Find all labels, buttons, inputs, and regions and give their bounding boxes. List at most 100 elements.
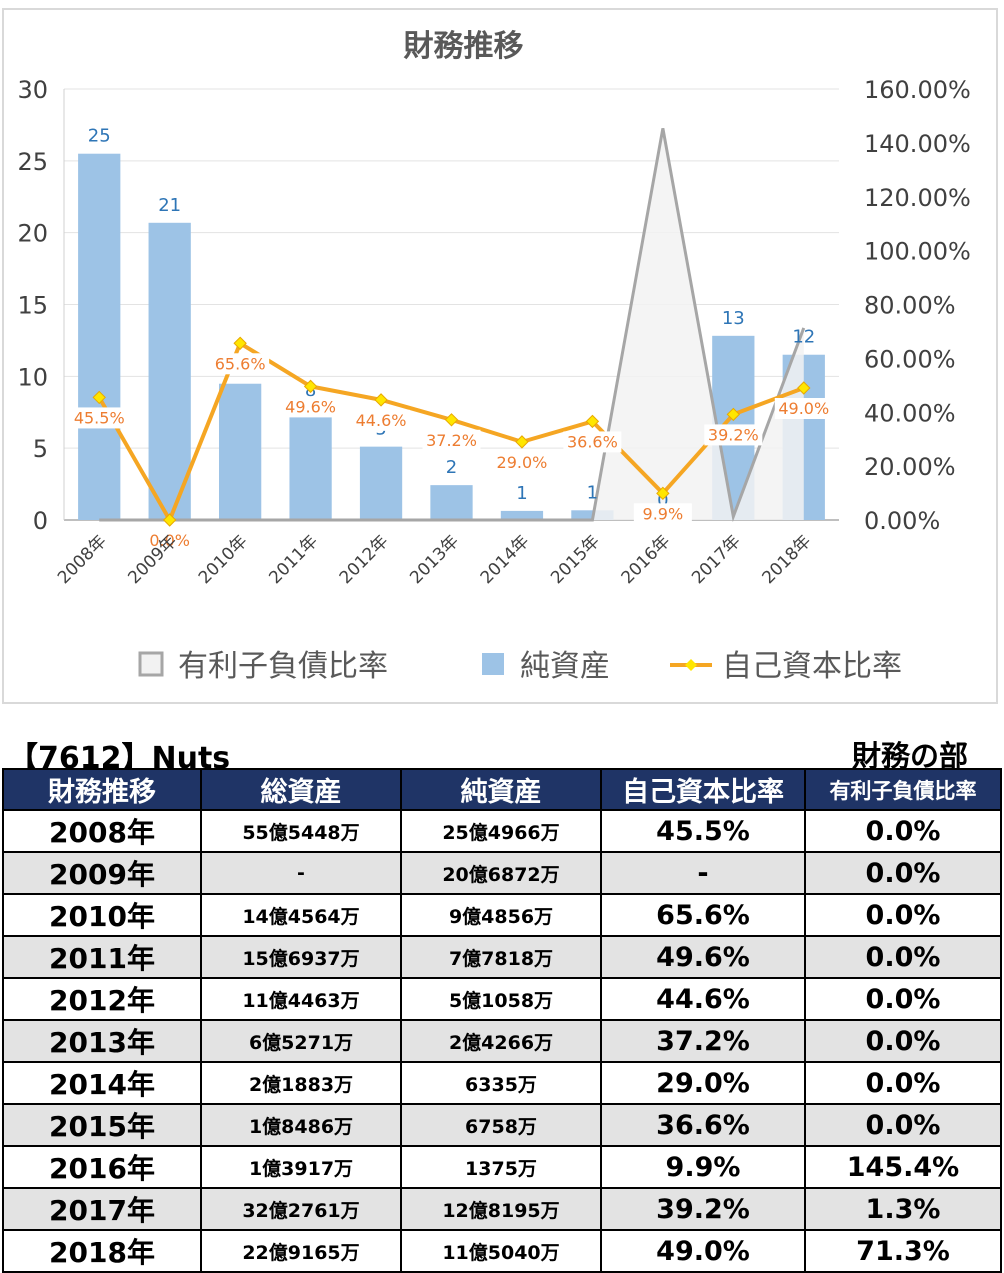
- line-marker: [303, 379, 318, 394]
- legend-swatch-net-assets: [482, 653, 504, 675]
- data-label-bg: [352, 409, 411, 431]
- cell-total-assets: 22億9165万: [200, 1229, 402, 1273]
- line-value-label: 45.5%: [74, 408, 125, 427]
- cell-net-assets: 12億8195万: [400, 1187, 602, 1231]
- line-marker: [374, 393, 388, 407]
- financial-table: 財務推移 総資産 純資産 自己資本比率 有利子負債比率 2008年 55億5448…: [2, 768, 1002, 1273]
- cell-total-assets: 2億1883万: [200, 1061, 402, 1105]
- cell-year: 2015年: [2, 1103, 202, 1147]
- cell-year: 2011年: [2, 935, 202, 979]
- line-value-label: 49.6%: [285, 397, 336, 416]
- cell-net-assets: 20億6872万: [400, 851, 602, 895]
- section-title: 財務の部: [851, 739, 968, 773]
- table-row: 2008年 55億5448万 25億4966万 45.5% 0.0%: [2, 809, 1002, 853]
- cell-net-assets: 9億4856万: [400, 893, 602, 937]
- bar-value-label: 1: [587, 482, 598, 503]
- bar-net-assets: [289, 408, 332, 520]
- cell-total-assets: 6億5271万: [200, 1019, 402, 1063]
- cell-net-assets: 5億1058万: [400, 977, 602, 1021]
- line-marker: [797, 381, 811, 395]
- bar-net-assets: [78, 153, 121, 520]
- data-label-bg: [774, 398, 833, 420]
- x-tick-label: 2013年: [406, 531, 463, 588]
- cell-year: 2012年: [2, 977, 202, 1021]
- legend-label-equity-ratio: 自己資本比率: [722, 649, 902, 684]
- bar-value-label: 25: [88, 126, 111, 147]
- x-tick-label: 2012年: [336, 531, 393, 588]
- y-right-tick-label: 100.00%: [864, 238, 971, 266]
- legend-label-debt-ratio: 有利子負債比率: [178, 649, 388, 684]
- x-tick-label: 2008年: [54, 531, 111, 588]
- cell-total-assets: -: [200, 851, 402, 895]
- line-value-label: 36.6%: [567, 432, 618, 451]
- y-left-tick-label: 30: [17, 76, 48, 104]
- header-year: 財務推移: [2, 768, 202, 811]
- line-marker: [656, 486, 670, 501]
- cell-total-assets: 1億3917万: [200, 1145, 402, 1189]
- bar-net-assets: [500, 510, 544, 520]
- cell-total-assets: 55億5448万: [200, 809, 402, 853]
- y-right-tick-label: 0.00%: [864, 507, 940, 535]
- x-tick-label: 2016年: [618, 531, 675, 588]
- y-left-tick-label: 10: [17, 363, 48, 391]
- line-marker: [444, 413, 459, 427]
- cell-debt-ratio: 0.0%: [804, 1103, 1002, 1147]
- bar-net-assets: [430, 485, 473, 520]
- area-debt-ratio: [99, 128, 804, 521]
- line-value-label: 9.9%: [643, 504, 684, 523]
- chart-panel: 財務推移 0 5 10 15 20 25 30 0.00% 20.00% 40.00% 60.00% 8…: [2, 8, 998, 704]
- y-right-tick-label: 20.00%: [864, 453, 956, 481]
- line-marker: [726, 407, 741, 422]
- cell-equity-ratio: 49.0%: [600, 1229, 806, 1273]
- cell-equity-ratio: 45.5%: [600, 809, 806, 853]
- line-marker: [515, 435, 529, 449]
- y-right-tick-label: 120.00%: [864, 184, 971, 212]
- bar-net-assets: [148, 222, 191, 521]
- cell-net-assets: 2億4266万: [400, 1019, 602, 1063]
- cell-net-assets: 1375万: [400, 1145, 602, 1189]
- line-marker: [92, 390, 106, 405]
- cell-year: 2016年: [2, 1145, 202, 1189]
- y-right-tick-label: 80.00%: [864, 292, 956, 320]
- cell-year: 2014年: [2, 1061, 202, 1105]
- cell-year: 2018年: [2, 1229, 202, 1273]
- cell-total-assets: 1億8486万: [200, 1103, 402, 1147]
- cell-total-assets: 15億6937万: [200, 935, 402, 979]
- table-body: 2008年 55億5448万 25億4966万 45.5% 0.0% 2009年 -20億6…: [2, 809, 1002, 1273]
- x-tick-label: 2018年: [759, 531, 816, 588]
- table-row: 2018年 22億9165万 11億5040万 49.0% 71.3%: [2, 1229, 1002, 1273]
- cell-net-assets: 25億4966万: [400, 809, 602, 853]
- cell-net-assets: 7億7818万: [400, 935, 602, 979]
- legend-swatch-debt-ratio: [138, 651, 164, 677]
- data-label-bg: [633, 503, 692, 525]
- cell-debt-ratio: 0.0%: [804, 935, 1002, 979]
- table-row: 2017年 32億2761万 12億8195万 39.2% 1.3%: [2, 1187, 1002, 1231]
- cell-debt-ratio: 0.0%: [804, 809, 1002, 853]
- cell-year: 2009年: [2, 851, 202, 895]
- cell-equity-ratio: 37.2%: [600, 1019, 806, 1063]
- bar-net-assets: [359, 446, 403, 520]
- bar-value-label: 1: [516, 483, 527, 504]
- cell-debt-ratio: 0.0%: [804, 977, 1002, 1021]
- financial-chart: 財務推移0510152025300.00%20.00%40.00%60.00%8…: [17, 29, 971, 684]
- cell-year: 2013年: [2, 1019, 202, 1063]
- table-row: 2016年 1億3917万 1375万 9.9% 145.4%: [2, 1145, 1002, 1189]
- header-total-assets: 総資産: [200, 768, 402, 811]
- bar-value-label: 21: [158, 195, 181, 216]
- cell-equity-ratio: 44.6%: [600, 977, 806, 1021]
- data-label-bg: [704, 424, 763, 446]
- cell-debt-ratio: 0.0%: [804, 851, 1002, 895]
- cell-equity-ratio: 39.2%: [600, 1187, 806, 1231]
- cell-net-assets: 11億5040万: [400, 1229, 602, 1273]
- table-row: 2012年 11億4463万 5億1058万 44.6% 0.0%: [2, 977, 1002, 1021]
- bar-net-assets: [219, 383, 262, 520]
- cell-equity-ratio: 9.9%: [600, 1145, 806, 1189]
- line-value-label: 29.0%: [497, 453, 548, 472]
- header-equity-ratio: 自己資本比率: [600, 768, 806, 811]
- data-label-bg: [211, 353, 270, 375]
- x-tick-label: 2017年: [688, 531, 745, 588]
- x-tick-label: 2010年: [195, 531, 252, 588]
- y-left-tick-label: 5: [33, 435, 48, 463]
- table-row: 2010年 14億4564万 9億4856万 65.6% 0.0%: [2, 893, 1002, 937]
- data-label-bg: [563, 431, 622, 453]
